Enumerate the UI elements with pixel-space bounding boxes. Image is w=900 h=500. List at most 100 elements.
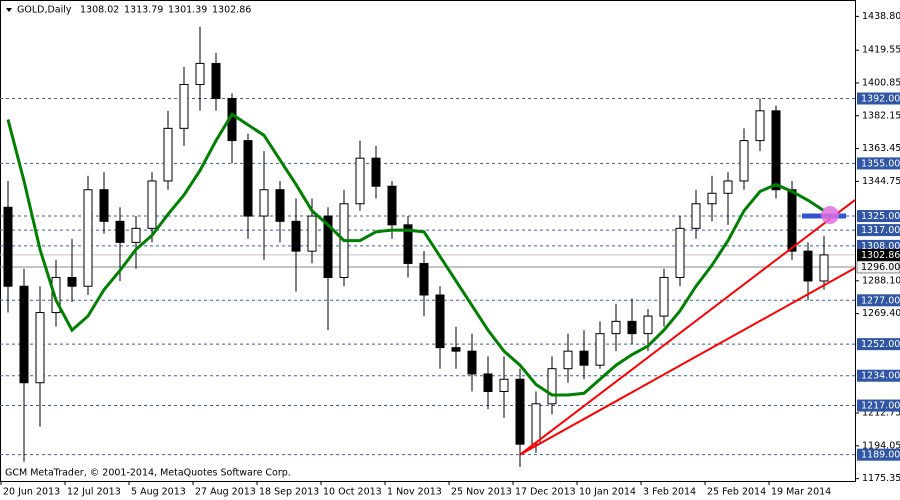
y-tick-label: 1269.40 <box>862 308 900 319</box>
marker-circle <box>821 206 839 225</box>
candle-body <box>147 180 157 229</box>
candle-body <box>35 312 45 384</box>
y-tick-label: 1175.35 <box>862 473 900 484</box>
level-label-bg <box>857 92 900 105</box>
candle-body <box>579 350 589 366</box>
candle-body <box>451 347 461 352</box>
level-label: 1189.00 <box>861 450 900 461</box>
candle-body <box>291 220 301 252</box>
candle-body <box>243 140 253 217</box>
level-label-bg <box>857 338 900 351</box>
candle-body <box>307 215 317 252</box>
candle-body <box>99 189 109 222</box>
level-label-bg <box>857 294 900 307</box>
candle-body <box>275 189 285 222</box>
candle-body <box>115 220 125 243</box>
candle-body <box>467 350 477 375</box>
plot-area <box>0 26 856 467</box>
x-tick-label: 25 Feb 2014 <box>707 487 766 498</box>
quote-high: 1313.79 <box>124 5 163 16</box>
candle-body <box>419 262 429 296</box>
candle-body <box>403 224 413 264</box>
footer: GCM MetaTrader, © 2001-2014, MetaQuotes … <box>5 468 291 479</box>
candle-body <box>51 276 61 314</box>
candle-body <box>707 192 717 205</box>
x-tick-label: 3 Feb 2014 <box>643 487 696 498</box>
symbol: GOLD,Daily <box>17 5 72 16</box>
candle-body <box>563 350 573 370</box>
x-tick-label: 25 Nov 2013 <box>451 487 512 498</box>
level-label: 1355.00 <box>861 158 900 169</box>
level-label-bg <box>857 224 900 237</box>
candle-body <box>643 315 653 335</box>
level-label-bg <box>857 399 900 412</box>
y-tick-label: 1194.05 <box>862 440 900 451</box>
candle-body <box>659 276 669 317</box>
current-price-label: 1302.86 <box>861 250 900 261</box>
level-label-bg <box>857 448 900 461</box>
x-tick-label: 19 Mar 2014 <box>771 487 831 498</box>
level-label: 1234.00 <box>861 371 900 382</box>
quote-open: 1308.02 <box>80 5 119 16</box>
candle-body <box>723 180 733 194</box>
level-label: 1325.00 <box>861 211 900 222</box>
y-tick-label: 1400.85 <box>862 77 900 88</box>
candle-body <box>499 378 509 393</box>
candle-body <box>435 294 445 349</box>
x-tick-label: 12 Jul 2013 <box>67 487 121 498</box>
candle-body <box>163 127 173 182</box>
trendline <box>519 267 856 456</box>
level-label: 1252.00 <box>861 339 900 350</box>
candle-body <box>819 254 829 282</box>
candle-body <box>371 157 381 187</box>
candle-body <box>547 368 557 405</box>
candle-body <box>675 227 685 278</box>
candle-body <box>595 333 605 366</box>
level-label: 1392.00 <box>861 94 900 105</box>
candle-body <box>771 110 781 191</box>
level-label-bg <box>857 369 900 382</box>
trendline <box>519 199 856 456</box>
current-price-bg <box>857 248 900 261</box>
level-label-bg <box>857 210 900 223</box>
menu-arrow <box>6 8 12 12</box>
y-tick-label: 1438.80 <box>862 11 900 22</box>
x-tick-label: 18 Sep 2013 <box>259 487 319 498</box>
y-tick-label: 1288.10 <box>862 275 900 286</box>
x-tick-label: 17 Dec 2013 <box>515 487 576 498</box>
candle-body <box>83 189 93 287</box>
candle-body <box>195 62 205 85</box>
candle-body <box>787 189 797 252</box>
candle-body <box>211 62 221 100</box>
candle-body <box>179 83 189 129</box>
level-label: 1217.00 <box>861 401 900 412</box>
x-tick-label: 5 Aug 2013 <box>131 487 186 498</box>
y-tick-label: 1363.45 <box>862 143 900 154</box>
moving-average <box>6 112 825 397</box>
candle-body <box>483 373 493 393</box>
candle-body <box>531 403 541 445</box>
candle-body <box>259 189 269 217</box>
y-tick-label: 1212.75 <box>862 408 900 419</box>
level-label-bg <box>857 239 900 252</box>
x-tick-label: 10 Oct 2013 <box>323 487 382 498</box>
candle-body <box>131 227 141 243</box>
candle-body <box>355 157 365 205</box>
y-tick-label: 1382.15 <box>862 110 900 121</box>
candle-body <box>627 320 637 335</box>
y-tick-label: 1419.55 <box>862 45 900 56</box>
candle-body <box>755 110 765 142</box>
level-label: 1296.00 <box>861 262 900 273</box>
level-label: 1317.00 <box>861 225 900 236</box>
candle-body <box>803 250 813 282</box>
candle-body <box>67 276 77 287</box>
candle-body <box>515 378 525 445</box>
level-label: 1277.00 <box>861 295 900 306</box>
level-label-bg <box>857 157 900 170</box>
x-tick-label: 20 Jun 2013 <box>3 487 60 498</box>
level-label-bg <box>856 260 900 274</box>
candle-body <box>739 140 749 182</box>
x-tick-label: 1 Nov 2013 <box>387 487 442 498</box>
